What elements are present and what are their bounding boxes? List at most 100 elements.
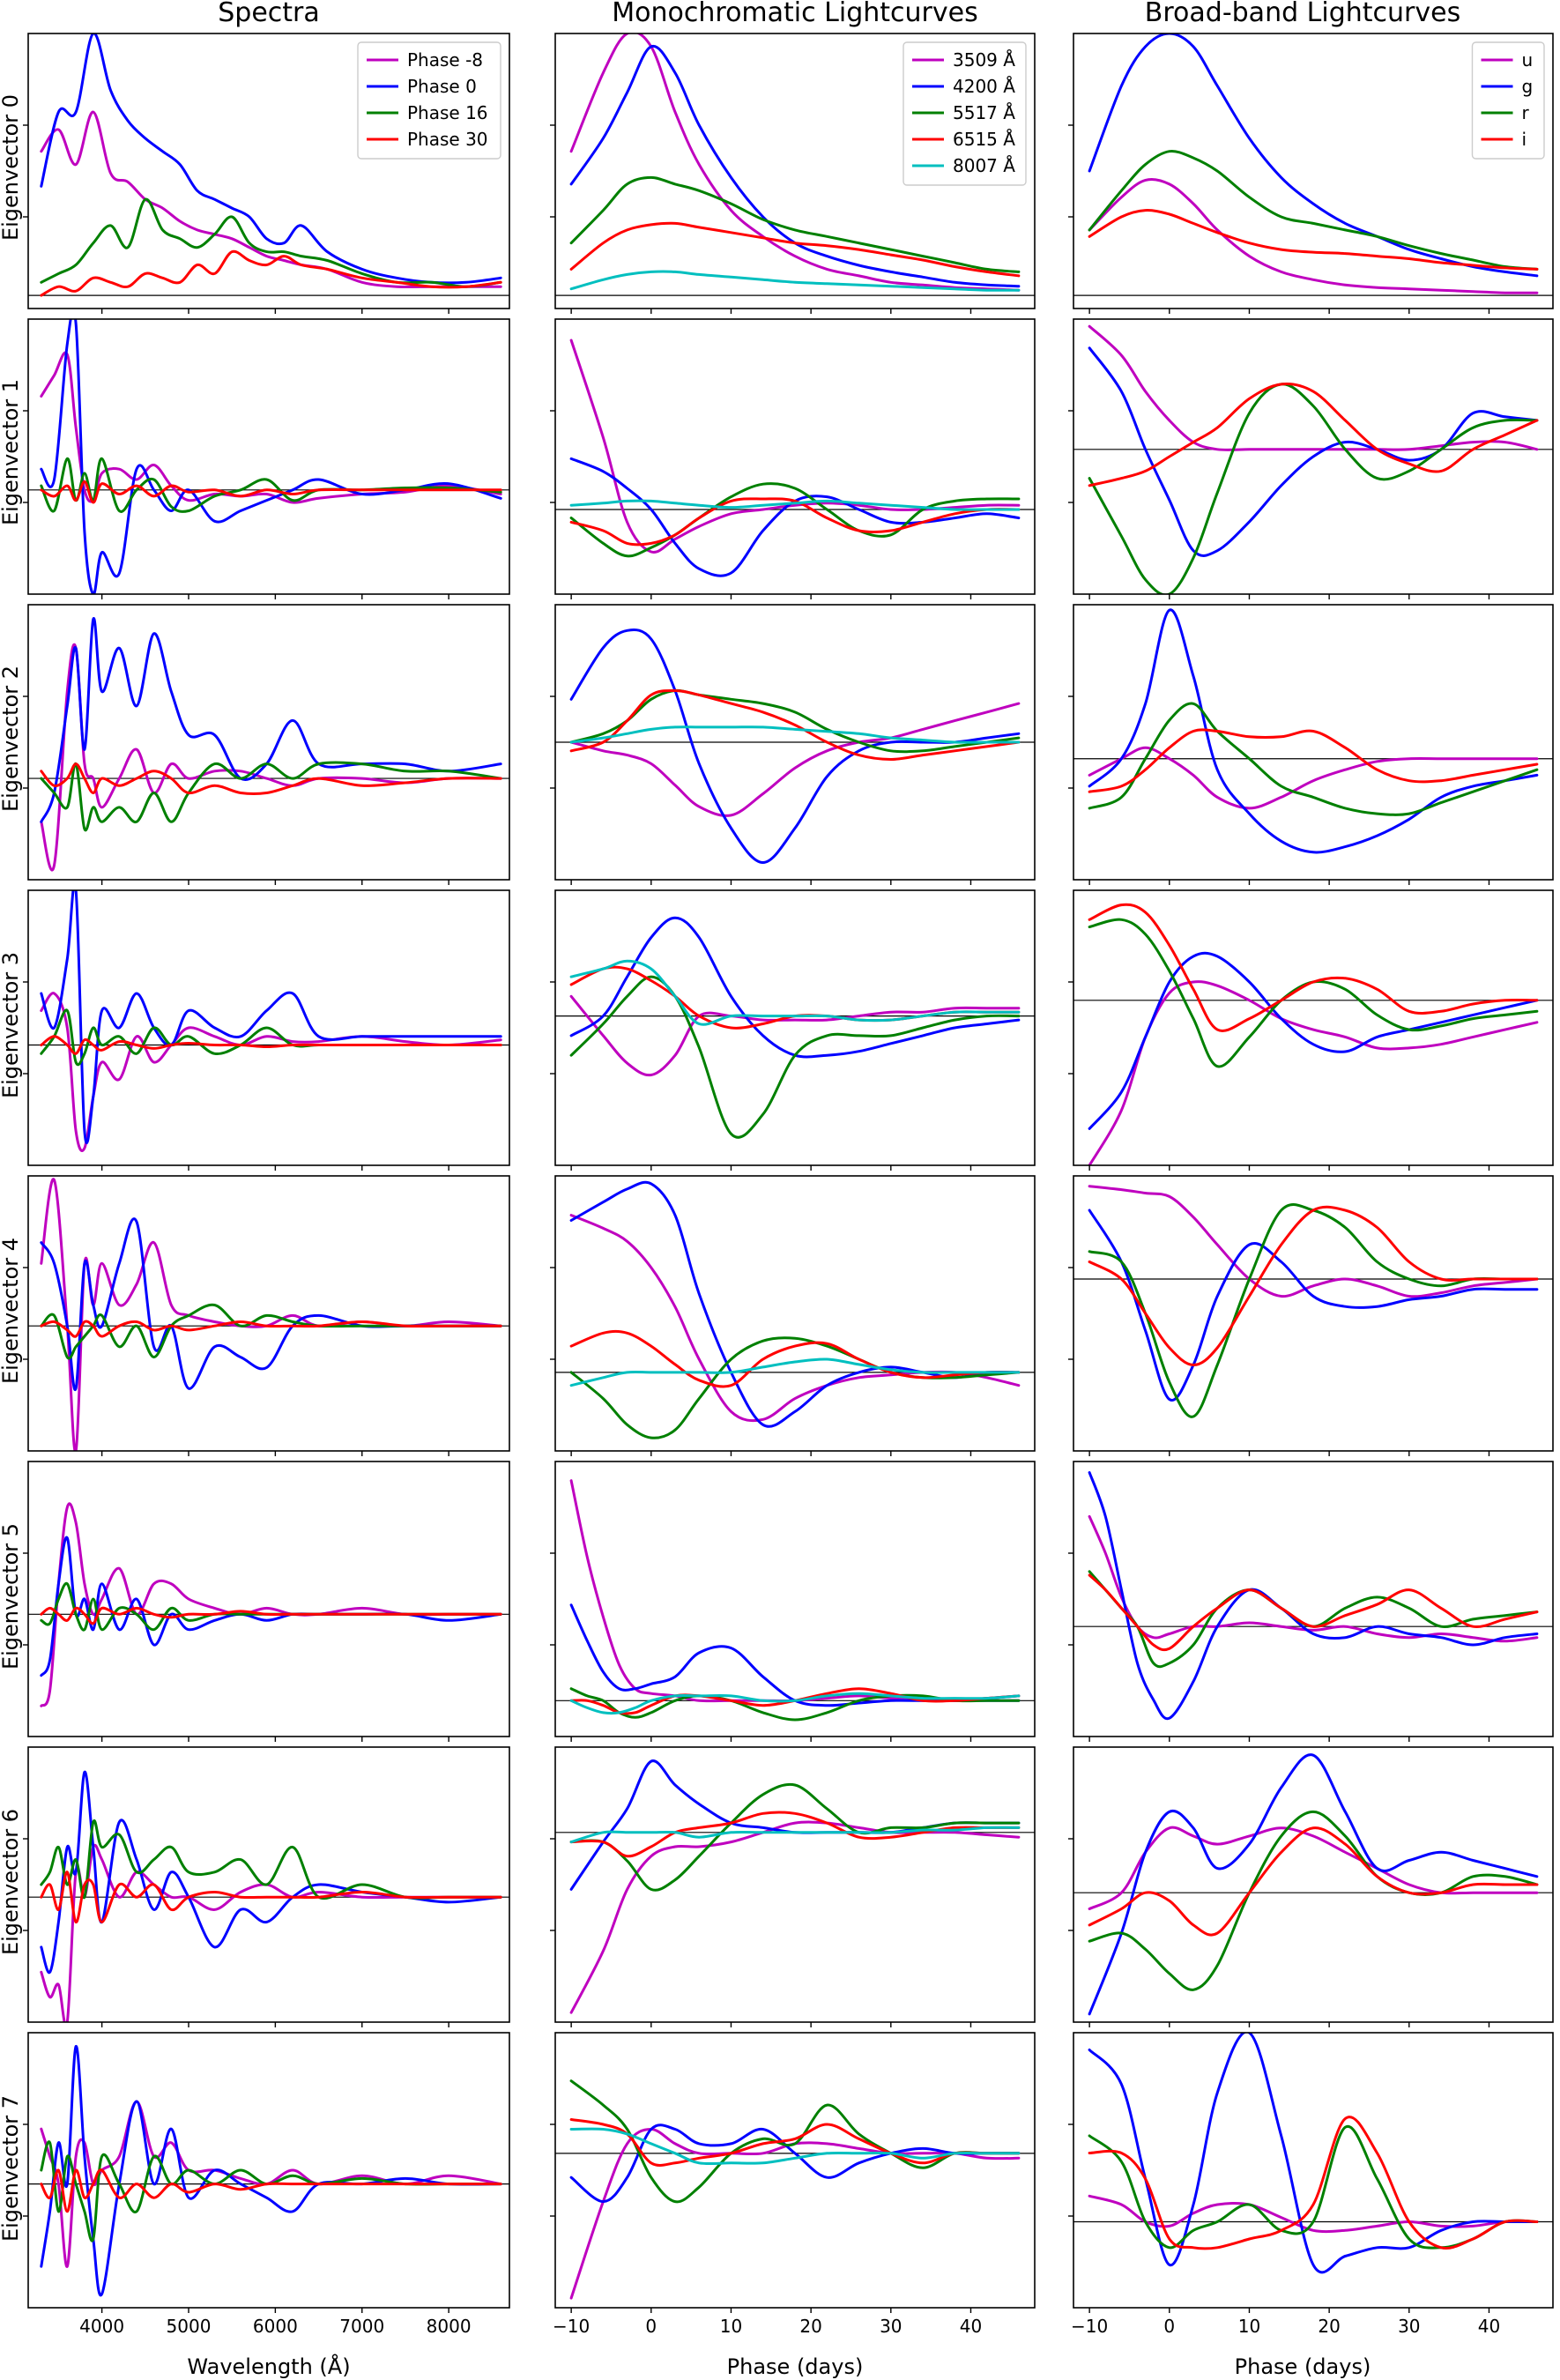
panel-spectra-6 (23, 1746, 510, 2027)
x-tick-label: 8000 (427, 2316, 472, 2337)
panel-frame (27, 1175, 510, 1452)
series-group (40, 890, 502, 1152)
legend-entry: Phase 0 (407, 76, 477, 97)
series-group (1088, 1185, 1539, 1418)
series-line-3509 (569, 994, 1021, 1077)
series-group (40, 1502, 502, 1707)
legend-entry: 6515 Å (953, 129, 1015, 150)
panel-frame (554, 1746, 1036, 2023)
series-line-3509 (569, 2128, 1021, 2300)
panel-frame (1073, 889, 1554, 1166)
x-tick-labels: 4000 5000 6000 7000 8000 −10 0 10 20 30 40 −10 0 10 20… (79, 2316, 1500, 2337)
panel-spectra-2 (23, 604, 510, 885)
series-line-6515 (569, 1329, 1021, 1388)
series-line-phase-m8 (40, 643, 502, 872)
series-group (1088, 608, 1539, 854)
series-line-g (1088, 1753, 1539, 2016)
legend-entry: 3509 Å (953, 49, 1015, 71)
series-line-5517 (569, 1336, 1021, 1439)
panel-spectra-5 (23, 1461, 510, 1742)
row-label: Eigenvector 7 (0, 2095, 23, 2242)
series-line-phase-30 (40, 2168, 502, 2213)
series-line-8007 (569, 959, 1021, 1026)
series-line-8007 (569, 1826, 1021, 1844)
panel-frame (554, 33, 1036, 309)
legend-box (357, 41, 501, 160)
row-label: Eigenvector 2 (0, 666, 23, 812)
panel-frame (1073, 1461, 1554, 1737)
series-line-phase-0 (40, 319, 502, 594)
panel-broad-6 (1068, 1746, 1554, 2027)
x-axis-label-phase: Phase (days) (1235, 2354, 1371, 2379)
series-line-r (1088, 702, 1539, 816)
series-line-5517 (569, 175, 1021, 273)
x-tick-label: 20 (1318, 2316, 1340, 2337)
series-line-phase-0 (40, 1217, 502, 1392)
panel-mono-0 (550, 33, 1036, 314)
column-titles: Spectra Monochromatic Lightcurves Broad-… (218, 0, 1460, 28)
series-group (1088, 2033, 1539, 2274)
panel-frame (1073, 33, 1554, 309)
series-line-u (1088, 177, 1539, 294)
series-line-4200 (569, 2123, 1021, 2204)
series-line-8007 (569, 270, 1021, 292)
column-title-spectra: Spectra (218, 0, 320, 28)
panel-frame (27, 1461, 510, 1737)
panel-broad-7 (1068, 2032, 1554, 2313)
panel-frame (554, 1175, 1036, 1452)
panel-mono-6 (550, 1746, 1036, 2027)
series-line-phase-0 (40, 1536, 502, 1677)
legend-entry: 5517 Å (953, 102, 1015, 123)
series-line-i (1088, 209, 1539, 271)
series-line-r (1088, 918, 1539, 1068)
series-line-4200 (569, 628, 1021, 864)
series-group (1088, 903, 1539, 1165)
panel-frame (1073, 1175, 1554, 1452)
series-line-phase-0 (40, 890, 502, 1144)
series-line-g (1088, 608, 1539, 854)
panel-broad-0 (1068, 33, 1554, 314)
x-tick-label: 5000 (167, 2316, 212, 2337)
series-line-phase-0 (40, 2045, 502, 2297)
series-line-i (1088, 728, 1539, 793)
series-group (1088, 1471, 1539, 1721)
column-title-broadband: Broad-band Lightcurves (1145, 0, 1460, 28)
series-group (40, 2045, 502, 2297)
x-tick-label: 40 (1478, 2316, 1500, 2337)
panel-frame (554, 889, 1036, 1166)
series-line-g (1088, 33, 1539, 278)
row-label: Eigenvector 6 (0, 1809, 23, 1955)
legend-mono: 3509 Å 4200 Å 5517 Å 6515 Å 8007 Å (903, 41, 1027, 186)
panel-frame (27, 604, 510, 881)
series-line-8007 (569, 2127, 1021, 2166)
series-line-i (1088, 903, 1539, 1032)
panel-frame (1073, 2032, 1554, 2309)
series-group (40, 319, 502, 594)
legend-entry: r (1522, 102, 1530, 123)
panel-frame (554, 1461, 1036, 1737)
panel-mono-5 (550, 1461, 1036, 1742)
panel-frame (27, 1746, 510, 2023)
series-line-5517 (569, 688, 1021, 754)
panel-frame (27, 33, 510, 309)
panel-spectra-7 (23, 2032, 510, 2313)
series-line-6515 (569, 2118, 1021, 2167)
panel-frame (1073, 1746, 1554, 2023)
legend-entry: u (1522, 49, 1534, 71)
series-line-i (1088, 1205, 1539, 1366)
panel-spectra-4 (23, 1175, 510, 1456)
panel-broad-3 (1068, 889, 1554, 1171)
row-labels: Eigenvector 0 Eigenvector 1 Eigenvector … (0, 94, 23, 2242)
series-line-g (1088, 1471, 1539, 1721)
series-line-u (1088, 746, 1539, 810)
series-line-phase-0 (40, 1770, 502, 1975)
series-line-phase-16 (40, 197, 502, 288)
series-line-6515 (569, 497, 1021, 547)
x-tick-label: 7000 (339, 2316, 384, 2337)
series-group (569, 2079, 1021, 2300)
series-line-i (1088, 2116, 1539, 2250)
panel-spectra-1 (23, 318, 510, 599)
series-line-3509 (569, 338, 1021, 554)
